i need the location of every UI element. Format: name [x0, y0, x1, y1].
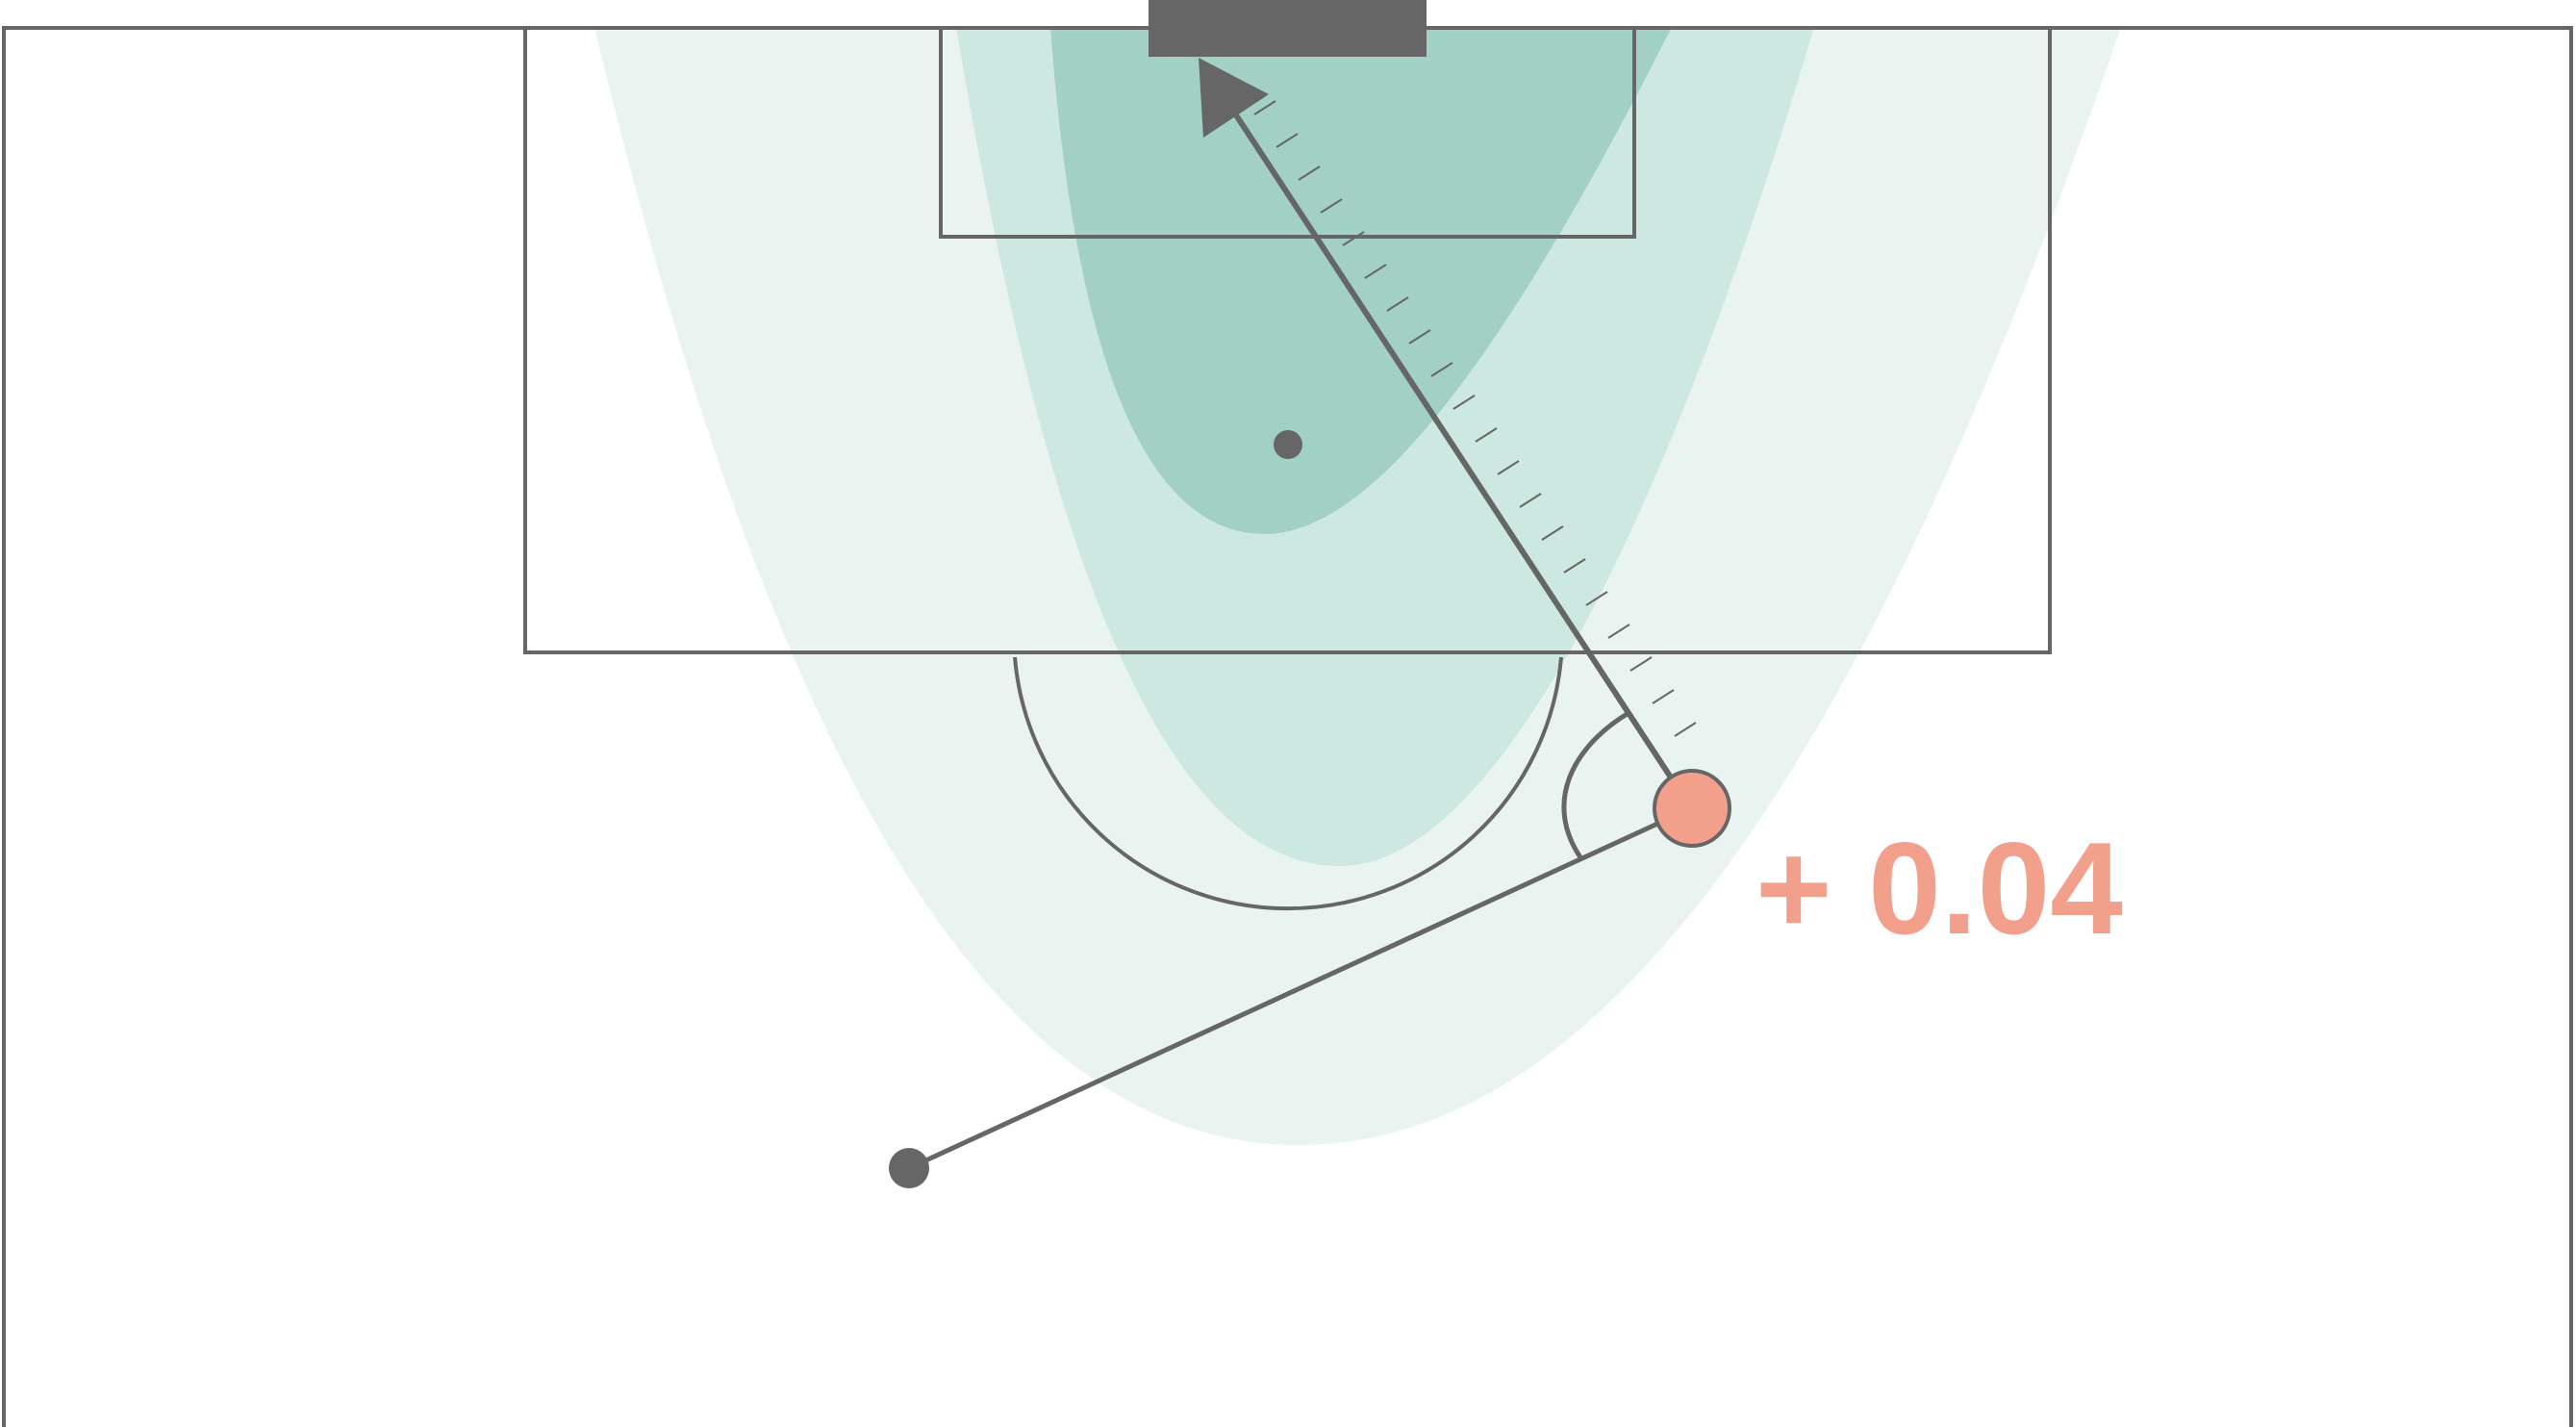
xg-zones: [594, 27, 2121, 1145]
xg-change-label: + 0.04: [1755, 815, 2123, 961]
xg-zone-inner: [1050, 27, 1672, 534]
shot-direction-arrow-icon: [1199, 58, 1269, 138]
pass-origin-dot: [889, 1148, 929, 1188]
shot-angle-arc: [1561, 710, 1630, 859]
pass-line: [907, 805, 1693, 1171]
penalty-spot: [1274, 430, 1302, 459]
goal: [1149, 0, 1427, 57]
penalty-arc: [1013, 656, 1563, 911]
shot-distance-ticks: [1253, 100, 1697, 737]
shot-position-marker: [1653, 769, 1731, 848]
shot-line: [1232, 112, 1694, 810]
